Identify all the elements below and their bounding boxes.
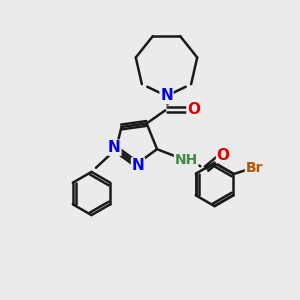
Text: O: O (217, 148, 230, 163)
Text: N: N (108, 140, 121, 155)
Text: N: N (132, 158, 144, 173)
Text: O: O (187, 102, 200, 117)
Text: Br: Br (245, 161, 263, 175)
Text: NH: NH (175, 153, 198, 167)
Text: N: N (160, 88, 173, 104)
